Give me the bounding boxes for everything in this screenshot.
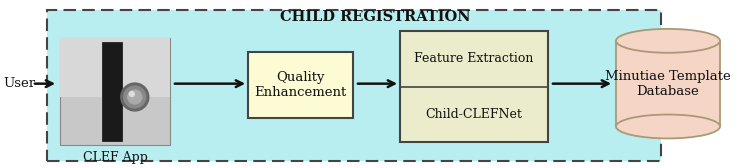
FancyBboxPatch shape	[60, 38, 170, 97]
Text: Child-CLEFNet: Child-CLEFNet	[425, 108, 523, 121]
Text: CHILD REGISTRATION: CHILD REGISTRATION	[280, 10, 470, 24]
Text: Minutiae Template
Database: Minutiae Template Database	[605, 70, 730, 98]
FancyBboxPatch shape	[60, 38, 170, 145]
Text: Feature Extraction: Feature Extraction	[414, 52, 534, 65]
Circle shape	[124, 86, 146, 108]
Ellipse shape	[616, 115, 720, 138]
Bar	[616, 41, 720, 127]
Text: CLEF App: CLEF App	[82, 151, 148, 164]
FancyBboxPatch shape	[248, 52, 353, 118]
FancyBboxPatch shape	[47, 10, 661, 161]
FancyBboxPatch shape	[400, 31, 548, 142]
Circle shape	[128, 90, 142, 104]
Circle shape	[121, 83, 148, 111]
Circle shape	[129, 92, 134, 96]
FancyBboxPatch shape	[102, 42, 122, 141]
Text: User: User	[3, 77, 35, 90]
Text: Quality
Enhancement: Quality Enhancement	[254, 71, 346, 99]
Ellipse shape	[616, 29, 720, 53]
